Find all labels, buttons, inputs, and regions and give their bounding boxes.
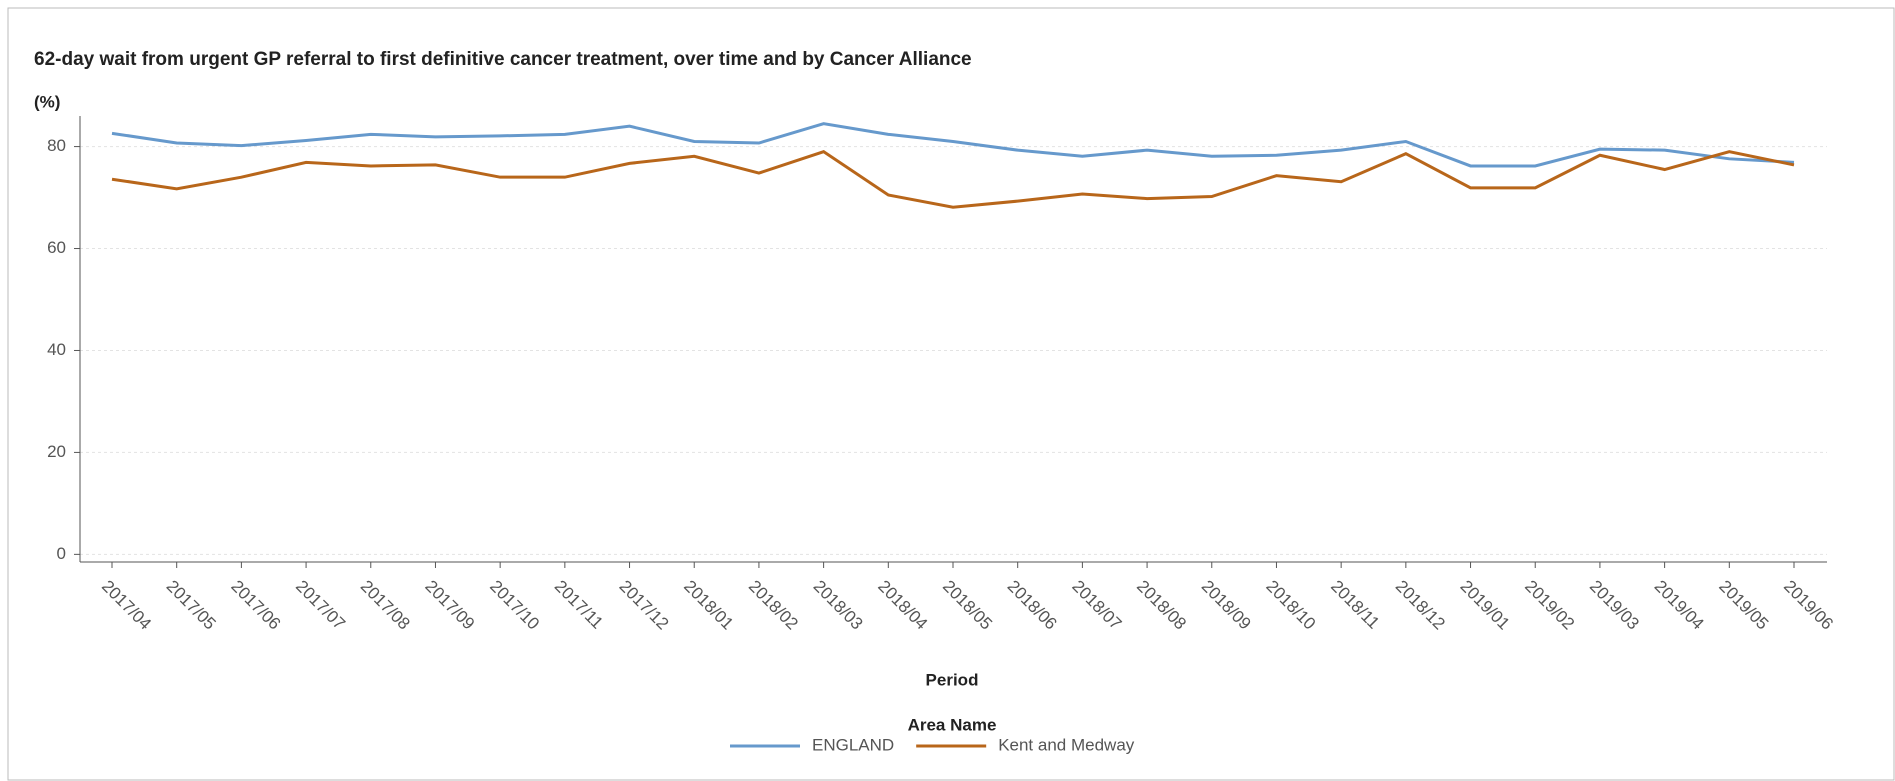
y-tick-label: 60 [47,238,66,257]
x-tick-label: 2018/06 [1004,577,1061,634]
x-tick-label: 2019/04 [1651,577,1708,634]
legend-title: Area Name [908,715,997,734]
x-tick-label: 2017/09 [421,577,478,634]
x-tick-label: 2018/11 [1327,577,1383,633]
x-tick-label: 2018/04 [874,577,931,634]
x-tick-label: 2017/11 [551,577,607,633]
x-tick-label: 2019/03 [1586,577,1643,634]
x-tick-label: 2019/05 [1715,577,1772,634]
x-tick-label: 2018/10 [1262,577,1319,634]
x-tick-label: 2018/03 [810,577,867,634]
y-tick-label: 0 [57,544,66,563]
legend-label: Kent and Medway [998,735,1135,754]
y-axis-label: (%) [34,92,60,111]
x-tick-label: 2017/12 [616,577,673,634]
y-tick-label: 40 [47,340,66,359]
x-tick-label: 2018/09 [1198,577,1255,634]
x-tick-label: 2018/02 [745,577,802,634]
x-tick-label: 2018/05 [939,577,996,634]
x-tick-label: 2018/12 [1392,577,1449,634]
y-tick-label: 80 [47,136,66,155]
x-tick-label: 2017/06 [227,577,284,634]
x-tick-label: 2018/08 [1133,577,1190,634]
frame [7,7,1895,781]
x-axis-label: Period [926,670,979,689]
x-tick-label: 2017/08 [357,577,414,634]
x-tick-label: 2018/07 [1068,577,1125,634]
x-tick-label: 2017/10 [486,577,543,634]
y-tick-label: 20 [47,442,66,461]
x-tick-label: 2017/04 [98,577,155,634]
x-tick-label: 2019/01 [1457,577,1514,634]
x-tick-label: 2017/07 [292,577,349,634]
series-line [111,150,1795,209]
series-line [111,122,1795,168]
x-tick-label: 2018/01 [680,577,737,634]
x-tick-label: 2019/02 [1521,577,1578,634]
x-tick-label: 2017/05 [163,577,220,634]
chart-title: 62-day wait from urgent GP referral to f… [34,49,972,70]
x-tick-label: 2019/06 [1780,577,1837,634]
legend-label: ENGLAND [812,735,894,754]
